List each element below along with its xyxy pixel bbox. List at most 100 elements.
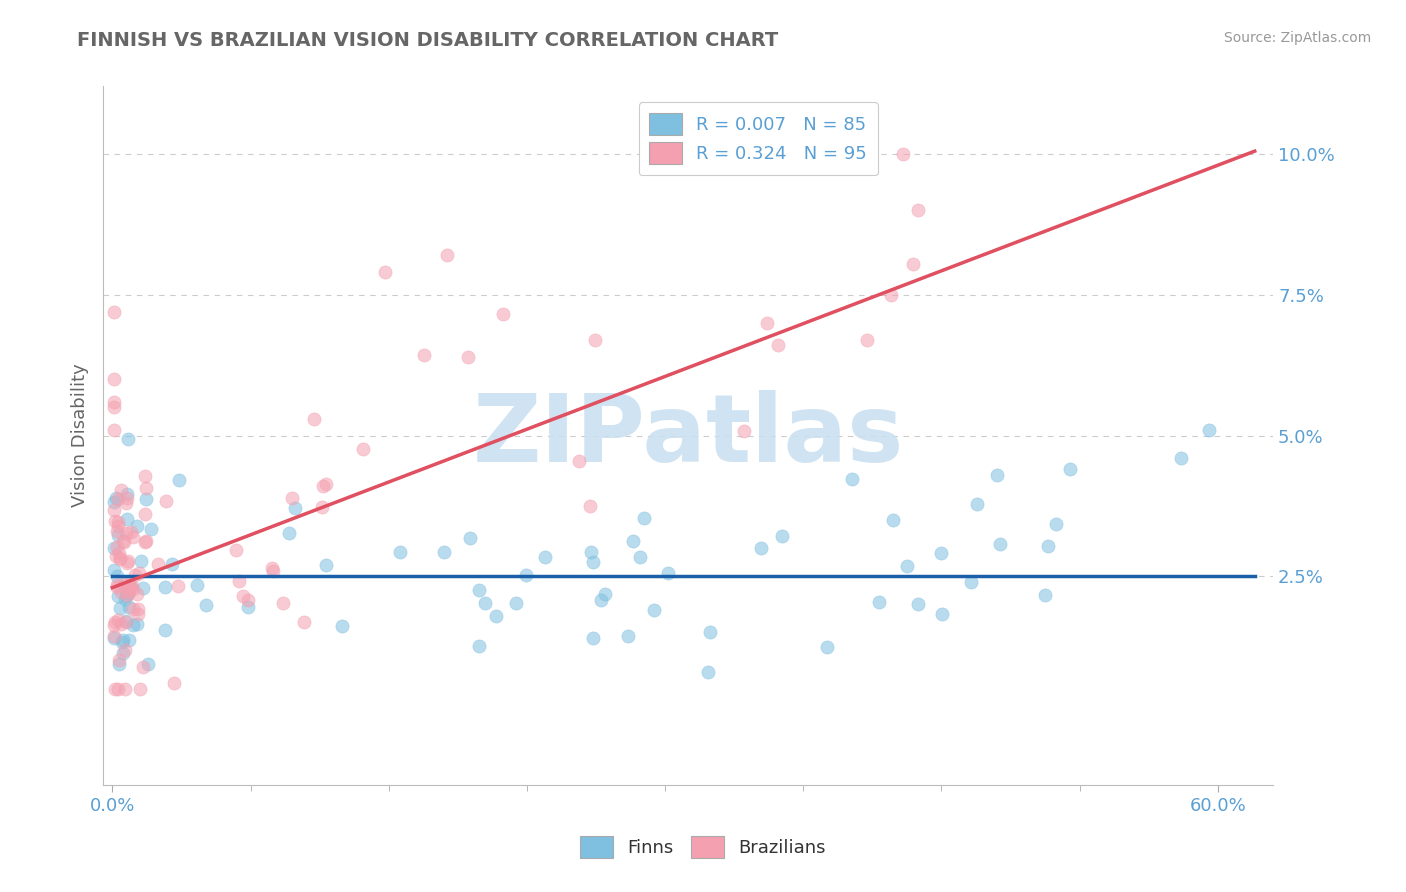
Point bbox=[315, 476, 337, 491]
Point bbox=[292, 615, 315, 629]
Point bbox=[841, 472, 863, 486]
Point bbox=[593, 587, 616, 601]
Point bbox=[103, 304, 125, 318]
Point bbox=[104, 514, 127, 528]
Point bbox=[315, 558, 337, 573]
Point bbox=[110, 552, 132, 566]
Point bbox=[103, 541, 125, 555]
Point bbox=[311, 500, 333, 514]
Point bbox=[931, 607, 953, 621]
Point bbox=[868, 595, 890, 609]
Point bbox=[117, 577, 139, 591]
Point bbox=[124, 567, 146, 582]
Point bbox=[118, 579, 141, 593]
Point bbox=[907, 597, 929, 611]
Point bbox=[107, 569, 129, 583]
Point bbox=[856, 333, 879, 347]
Point bbox=[117, 487, 139, 501]
Point bbox=[129, 681, 152, 696]
Point bbox=[284, 500, 307, 515]
Point bbox=[148, 557, 170, 571]
Point bbox=[772, 529, 794, 543]
Point bbox=[107, 528, 129, 542]
Point bbox=[115, 588, 138, 602]
Point bbox=[104, 615, 127, 629]
Point bbox=[901, 257, 924, 271]
Point bbox=[413, 348, 436, 362]
Point bbox=[117, 583, 139, 598]
Point bbox=[262, 564, 284, 578]
Point bbox=[236, 600, 259, 615]
Point bbox=[988, 537, 1011, 551]
Point bbox=[118, 600, 141, 615]
Point bbox=[628, 550, 651, 565]
Point bbox=[105, 580, 128, 594]
Point bbox=[117, 556, 139, 570]
Y-axis label: Vision Disability: Vision Disability bbox=[72, 364, 89, 508]
Point bbox=[112, 577, 135, 591]
Point bbox=[139, 523, 162, 537]
Point bbox=[132, 659, 155, 673]
Point bbox=[111, 646, 134, 660]
Point bbox=[134, 535, 156, 549]
Point bbox=[103, 618, 125, 632]
Text: Source: ZipAtlas.com: Source: ZipAtlas.com bbox=[1223, 31, 1371, 45]
Point bbox=[238, 593, 260, 607]
Point bbox=[108, 652, 131, 666]
Point bbox=[110, 616, 132, 631]
Point bbox=[103, 401, 125, 415]
Point bbox=[115, 491, 138, 505]
Point bbox=[643, 603, 665, 617]
Point bbox=[111, 633, 134, 648]
Point bbox=[110, 584, 132, 599]
Point bbox=[118, 585, 141, 599]
Point bbox=[633, 511, 655, 525]
Point bbox=[929, 546, 952, 560]
Point bbox=[115, 614, 138, 628]
Point bbox=[155, 494, 177, 508]
Point bbox=[104, 491, 127, 505]
Point bbox=[103, 495, 125, 509]
Point bbox=[457, 351, 479, 365]
Point bbox=[105, 549, 128, 564]
Point bbox=[127, 607, 149, 621]
Point bbox=[120, 524, 142, 539]
Point bbox=[621, 534, 644, 549]
Point bbox=[1045, 516, 1067, 531]
Point bbox=[374, 265, 396, 279]
Point bbox=[118, 632, 141, 647]
Point bbox=[111, 534, 134, 549]
Point bbox=[115, 512, 138, 526]
Point bbox=[122, 601, 145, 615]
Point bbox=[492, 307, 515, 321]
Point bbox=[107, 515, 129, 529]
Point bbox=[117, 554, 139, 568]
Point bbox=[135, 491, 157, 506]
Point bbox=[278, 525, 301, 540]
Point bbox=[281, 491, 304, 506]
Point bbox=[134, 507, 156, 521]
Point bbox=[815, 640, 838, 654]
Point bbox=[1033, 588, 1056, 602]
Point bbox=[1059, 462, 1081, 476]
Point bbox=[105, 578, 128, 592]
Point bbox=[959, 575, 981, 590]
Point bbox=[107, 518, 129, 533]
Point bbox=[699, 625, 721, 640]
Point bbox=[121, 579, 143, 593]
Point bbox=[468, 639, 491, 653]
Point bbox=[697, 665, 720, 679]
Point bbox=[127, 519, 149, 533]
Point bbox=[114, 591, 136, 606]
Point bbox=[879, 288, 901, 302]
Point bbox=[127, 602, 149, 616]
Point bbox=[581, 555, 603, 569]
Point bbox=[167, 579, 190, 593]
Point bbox=[114, 590, 136, 604]
Legend: R = 0.007   N = 85, R = 0.324   N = 95: R = 0.007 N = 85, R = 0.324 N = 95 bbox=[638, 103, 877, 176]
Point bbox=[352, 442, 374, 456]
Point bbox=[108, 546, 131, 560]
Point bbox=[155, 624, 177, 638]
Point bbox=[111, 635, 134, 649]
Text: ZIPatlas: ZIPatlas bbox=[472, 390, 904, 482]
